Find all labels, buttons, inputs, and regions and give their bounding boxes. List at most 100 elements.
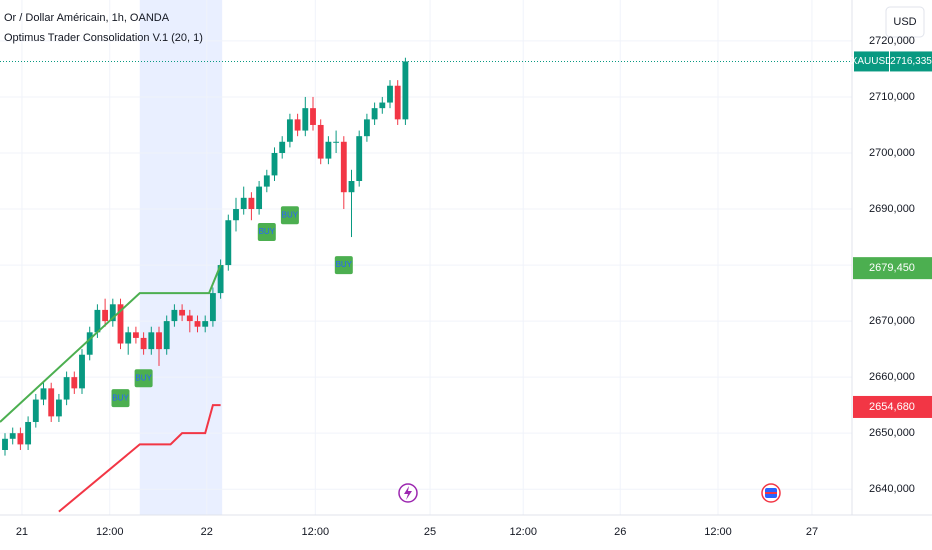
x-tick-label: 22 [201, 526, 213, 538]
currency-button[interactable] [885, 6, 925, 38]
x-tick-label: 26 [614, 526, 626, 538]
y-tick-label: 2700,000 [869, 147, 915, 159]
candle-body [310, 108, 316, 125]
candle-body [148, 332, 155, 350]
candle-body [340, 141, 347, 193]
buy-label: BUY [135, 373, 152, 382]
y-tick-label: 2650,000 [869, 427, 915, 439]
candle-body [348, 181, 355, 193]
symbol-label: XAUUSD [851, 56, 893, 67]
candle-body [217, 265, 224, 294]
buy-marker [111, 389, 130, 408]
candle-body [55, 399, 62, 417]
price-box [890, 51, 932, 72]
price-label: 2654,680 [869, 401, 915, 413]
buy-marker [280, 206, 299, 225]
y-tick-label: 2660,000 [869, 371, 915, 383]
indicator-title: Optimus Trader Consolidation V.1 (20, 1) [4, 32, 203, 44]
price-box [853, 257, 932, 280]
candle-body [163, 321, 170, 350]
candle-body [71, 377, 78, 389]
candle-body [102, 309, 109, 322]
candle-body [125, 332, 132, 344]
candle-body [225, 220, 232, 266]
candle-body [240, 197, 247, 210]
y-tick-label: 2720,000 [869, 35, 915, 47]
indicator-line [0, 264, 222, 423]
candle-body [379, 102, 386, 109]
price-box [853, 395, 932, 418]
price-label: 2679,450 [869, 262, 915, 274]
candle-body [263, 175, 270, 187]
buy-marker [134, 369, 153, 388]
buy-label: BUY [112, 393, 129, 402]
candle-body [25, 421, 32, 445]
buy-label: BUY [259, 227, 276, 236]
candle-body [48, 388, 55, 417]
candle-body [279, 141, 286, 153]
candle-body [9, 433, 16, 439]
candle-body [248, 197, 255, 210]
candle-body [271, 152, 278, 176]
candle-body [186, 315, 193, 322]
candle-body [117, 304, 124, 344]
x-tick-label: 25 [424, 526, 436, 538]
candle-body [171, 309, 178, 322]
candle-body [325, 141, 332, 159]
y-tick-label: 2710,000 [869, 91, 915, 103]
candle-body [132, 332, 139, 338]
x-tick-label: 21 [16, 526, 28, 538]
candle-body [79, 354, 85, 389]
price-label: 2716,335 [890, 56, 932, 67]
candle-body [356, 136, 363, 182]
plot [0, 57, 409, 513]
grid [0, 0, 852, 515]
candle-body [179, 309, 186, 316]
lightning-icon [404, 486, 412, 500]
buy-label: BUY [282, 210, 299, 219]
currency[interactable]: USD [893, 16, 916, 28]
candle-body [32, 399, 39, 422]
candle-body [317, 124, 324, 159]
candle-body [156, 332, 162, 350]
candle-body [363, 119, 370, 137]
chart-title: Or / Dollar Américain, 1h, OANDA [4, 12, 170, 24]
candle-body [17, 433, 24, 445]
candle-body [86, 332, 93, 355]
candle-body [140, 337, 147, 350]
candle-body [109, 304, 116, 322]
candle-body [256, 186, 263, 210]
candle-body [286, 119, 293, 142]
candle-body [333, 141, 340, 143]
x-tick-label: 12:00 [704, 526, 732, 538]
indicator-line [58, 404, 221, 513]
candle-body [371, 108, 378, 120]
candle-body [2, 438, 8, 450]
y-tick-label: 2670,000 [869, 315, 915, 327]
candle-body [402, 61, 409, 120]
session-highlight [139, 0, 223, 515]
x-tick-label: 12:00 [509, 526, 537, 538]
candle-body [63, 377, 70, 400]
overlay: BUY BUY BUY BUY BUY [0, 60, 852, 408]
y-tick-label: 2690,000 [869, 203, 915, 215]
candle-body [294, 119, 301, 131]
candle-body [302, 108, 309, 131]
candle-body [394, 85, 401, 120]
buy-marker [334, 256, 353, 275]
candle-body [94, 309, 101, 333]
x-tick-label: 12:00 [96, 526, 124, 538]
candle-body [194, 321, 201, 327]
symbol-box [854, 51, 889, 72]
candle-body [40, 388, 47, 400]
buy-marker [257, 223, 276, 242]
candle-body [233, 209, 239, 221]
candle-body [202, 321, 209, 327]
y-tick-label: 2640,000 [869, 483, 915, 495]
buy-label: BUY [336, 260, 353, 269]
candle-body [387, 85, 393, 103]
x-tick-label: 12:00 [302, 526, 330, 538]
